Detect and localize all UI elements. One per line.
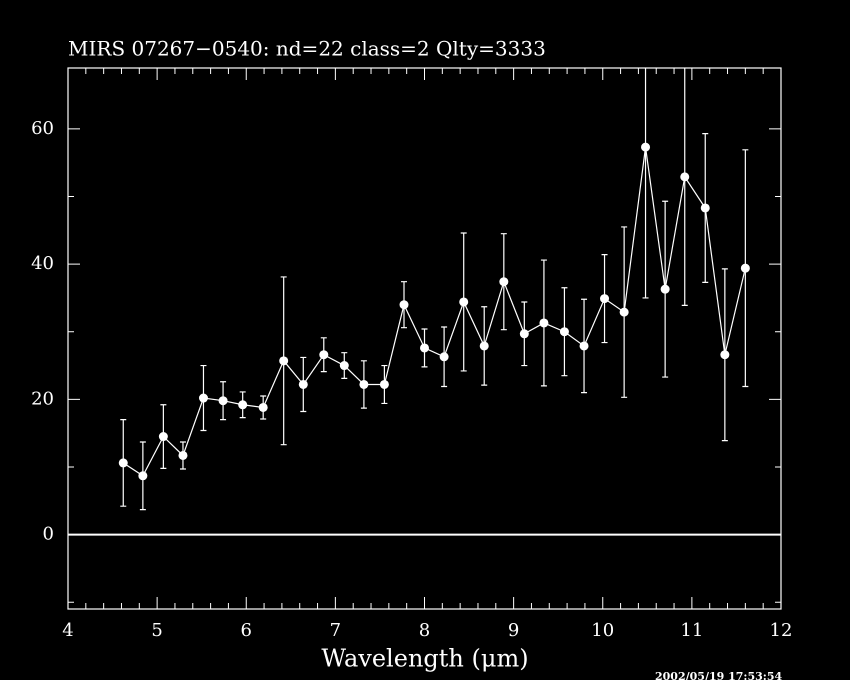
x-axis-label: Wavelength (μm): [321, 645, 528, 673]
data-point: [158, 432, 168, 442]
data-point: [118, 458, 128, 468]
x-tick-label: 12: [770, 620, 793, 641]
data-point: [258, 402, 268, 412]
x-tick-label: 7: [330, 620, 341, 641]
y-tick-label: 20: [31, 388, 54, 409]
data-point: [641, 142, 651, 152]
data-point: [539, 318, 549, 328]
data-point: [178, 450, 188, 460]
x-tick-label: 4: [62, 620, 73, 641]
data-point: [559, 327, 569, 337]
data-point: [740, 263, 750, 273]
x-tick-label: 6: [241, 620, 252, 641]
data-point: [700, 203, 710, 213]
y-tick-label: 60: [31, 118, 54, 139]
data-point: [680, 172, 690, 182]
data-point: [619, 307, 629, 317]
y-tick-label: 40: [31, 253, 54, 274]
x-tick-label: 10: [591, 620, 614, 641]
data-point: [198, 393, 208, 403]
data-point: [379, 379, 389, 389]
data-point: [519, 329, 529, 339]
data-point: [339, 361, 349, 371]
data-point: [479, 341, 489, 351]
y-tick-label: 0: [43, 524, 54, 545]
data-point: [720, 350, 730, 360]
timestamp: 2002/05/19 17:53:54: [655, 670, 782, 680]
chart-title: MIRS 07267−0540: nd=22 class=2 Qlty=3333: [68, 37, 546, 61]
data-point: [399, 300, 409, 310]
x-tick-label: 11: [680, 620, 703, 641]
data-point: [579, 341, 589, 351]
data-point: [420, 343, 429, 353]
x-tick-label: 9: [508, 620, 519, 641]
data-point: [439, 352, 449, 362]
x-tick-label: 5: [151, 620, 162, 641]
data-point: [319, 350, 329, 360]
data-point: [279, 356, 289, 366]
data-point: [138, 471, 148, 481]
data-point: [218, 396, 228, 406]
data-point: [459, 297, 469, 307]
data-point: [298, 379, 308, 389]
data-point: [600, 294, 610, 304]
data-point: [499, 277, 509, 287]
x-tick-label: 8: [419, 620, 430, 641]
data-point: [238, 400, 248, 410]
data-point: [359, 379, 369, 389]
plot-area: [68, 68, 781, 536]
data-point: [660, 284, 670, 294]
